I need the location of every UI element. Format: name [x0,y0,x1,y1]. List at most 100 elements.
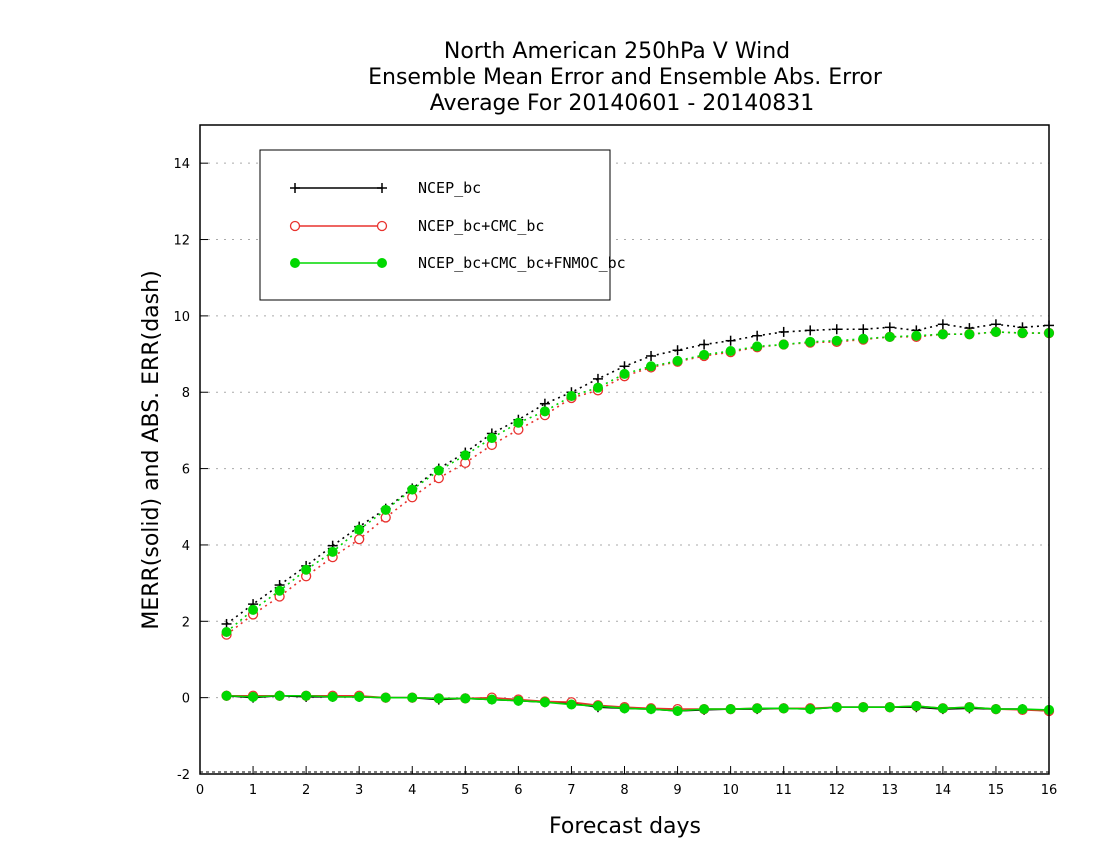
merr-point [699,704,710,715]
abs-err-point [937,319,948,330]
y-tick-label: -2 [177,768,190,783]
abs-err-point [460,450,471,461]
series-2 [221,326,1055,717]
merr-point [460,693,471,704]
abs-err-point [699,339,710,350]
merr-point [433,693,444,704]
x-tick-label: 8 [620,783,628,798]
x-tick-label: 14 [935,783,952,798]
abs-err-point [592,382,603,393]
abs-err-point [592,373,603,384]
legend-marker [290,258,300,268]
y-tick-label: 4 [182,539,190,554]
legend-label: NCEP_bc+CMC_bc+FNMOC_bc [418,254,626,272]
title-line-1: North American 250hPa V Wind [444,39,790,64]
abs-err-point [858,324,869,335]
merr-point [539,697,550,708]
abs-err-point [884,322,895,333]
abs-err-point [248,604,259,615]
y-tick-label: 0 [182,692,190,707]
legend-item-1: NCEP_bc [290,179,481,197]
abs-err-point [327,546,338,557]
y-tick-label: 8 [182,386,190,401]
y-tick-label: 6 [182,463,190,478]
abs-err-point [990,326,1001,337]
merr-point [566,699,577,710]
x-tick-label: 4 [408,783,416,798]
abs-err-point [831,324,842,335]
merr-point [911,701,922,712]
merr-point [778,703,789,714]
abs-err-point [354,524,365,535]
merr-point [725,704,736,715]
merr-point [752,703,763,714]
x-tick-label: 1 [249,783,257,798]
x-tick-label: 11 [775,783,792,798]
legend-marker [377,258,387,268]
legend-marker [376,220,388,232]
x-tick-label: 16 [1041,783,1058,798]
series-3 [221,326,1054,717]
abs-err-point [778,326,789,337]
abs-err-point [831,335,842,346]
merr-point [221,690,232,701]
y-tick-label: 14 [173,157,190,172]
abs-err-point [937,329,948,340]
merr-point [274,690,285,701]
merr-line [226,694,1050,712]
abs-err-point [1017,328,1028,339]
abs-err-point [672,345,683,356]
title-line-2: Ensemble Mean Error and Ensemble Abs. Er… [368,65,883,90]
merr-point [592,701,603,712]
x-tick-label: 2 [302,783,310,798]
x-tick-label: 12 [828,783,845,798]
merr-point [486,694,497,705]
abs-err-point [805,325,816,336]
series-layer [221,319,1055,717]
merr-point [301,690,312,701]
legend-item-3: NCEP_bc+CMC_bc+FNMOC_bc [290,254,626,272]
x-tick-label: 13 [882,783,899,798]
abs-err-point [407,484,418,495]
abs-err-line [226,331,1049,636]
abs-err-point [699,349,710,360]
abs-err-line [226,331,1049,633]
merr-point [1017,704,1028,715]
series-1 [221,319,1054,717]
abs-err-point [380,504,391,515]
abs-err-point [486,433,497,444]
legend-label: NCEP_bc+CMC_bc [418,217,544,235]
abs-err-point [725,335,736,346]
x-tick-label: 9 [673,783,681,798]
abs-err-point [433,465,444,476]
legend-marker [290,183,300,193]
abs-err-point [646,361,657,372]
merr-point [619,703,630,714]
x-tick-label: 6 [514,783,522,798]
merr-point [380,692,391,703]
y-tick-label: 10 [173,310,190,325]
merr-point [990,704,1001,715]
y-axis: -2 0 2 4 6 8 10 12 14 [173,157,208,783]
merr-point [831,702,842,713]
abs-err-point [274,585,285,596]
merr-point [858,702,869,713]
x-tick-label: 5 [461,783,469,798]
y-tick-label: 12 [173,234,190,249]
merr-point [805,704,816,715]
merr-point [407,692,418,703]
abs-err-point [646,350,657,361]
merr-point [964,702,975,713]
abs-err-point [619,368,630,379]
abs-err-point [672,355,683,366]
abs-err-point [778,339,789,350]
abs-err-line [226,323,1050,625]
abs-err-point [752,330,763,341]
abs-err-point [964,329,975,340]
x-tick-label: 10 [722,783,739,798]
x-axis-label: Forecast days [549,814,701,839]
grid [200,162,1049,773]
legend: NCEP_bc NCEP_bc+CMC_bc NCEP_bc+CMC_bc+FNMO… [259,149,626,301]
abs-err-point [513,417,524,428]
